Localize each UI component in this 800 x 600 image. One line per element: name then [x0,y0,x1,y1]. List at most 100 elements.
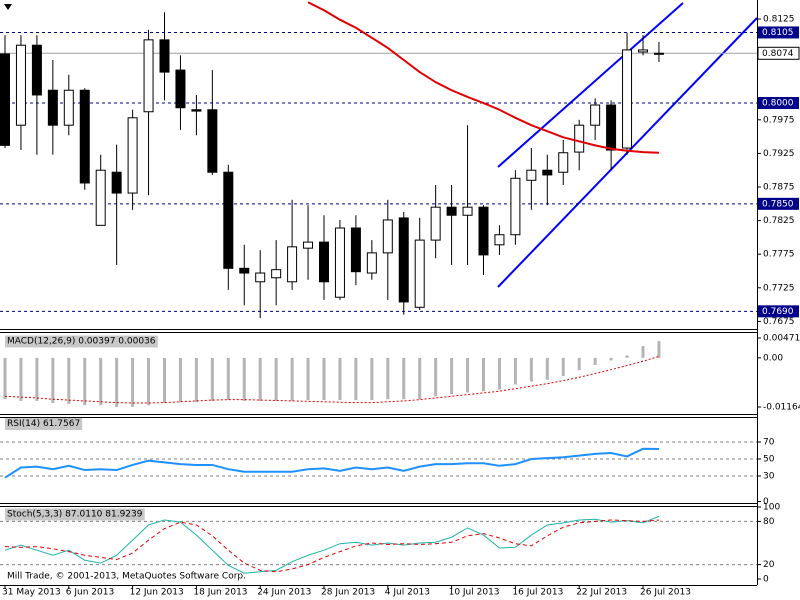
histogram-bar [641,346,645,358]
indicator-line [4,519,659,573]
histogram-bar [322,357,326,401]
candle-body [159,39,170,73]
histogram-bar [529,357,533,382]
histogram-bar [258,357,262,401]
level-label-bg [758,197,799,210]
histogram-bar [577,357,581,371]
histogram-bar [338,357,342,401]
indicator-label-bg [5,508,145,521]
candle-body [0,53,10,146]
candle-body [478,206,489,256]
histogram-bar [370,357,374,401]
candle-body [542,169,553,176]
x-tick-label: 24 Jun 2013 [257,588,311,598]
histogram-bar [194,357,198,403]
candle-body [526,169,537,181]
indicator-label-bg [5,418,83,430]
histogram-bar [625,355,629,358]
level-label: 0.7690 [762,307,794,317]
y-tick-label: 0.00471 [763,334,800,344]
candle-body [494,234,505,246]
y-tick-label: 0 [763,497,769,507]
x-tick-label: 28 Jun 2013 [321,588,375,598]
histogram-bar [51,357,55,404]
y-tick-label: 0.00 [763,353,783,363]
candle-body [574,124,585,153]
histogram-bar [163,357,166,404]
y-tick-label: 70 [763,438,775,448]
candle-body [622,49,633,149]
candle-body [606,104,617,151]
candle-body [446,206,457,216]
candle-body [207,109,218,173]
candle-body [111,171,122,194]
channel-line [497,2,684,168]
x-tick-label: 10 Jul 2013 [449,588,500,598]
candle-body [430,206,441,241]
indicator-label: RSI(14) 61.7567 [7,419,80,429]
histogram-bar [434,357,438,397]
y-tick-label: 100 [763,503,780,513]
level-label-bg [758,26,799,39]
x-tick-label: 12 Jun 2013 [130,588,184,598]
y-tick-label: 50 [763,455,775,465]
histogram-bar [450,357,454,395]
candle-body [31,44,42,96]
x-tick-label: 26 Jul 2013 [640,588,691,598]
level-label: 0.7850 [762,199,794,209]
candle-body [350,227,361,273]
histogram-bar [226,357,230,401]
y-tick-label: 0.7825 [763,216,795,226]
candle-body [638,49,648,53]
y-tick-label: 80 [763,517,775,527]
candle-body [47,89,58,126]
candle-body [239,267,250,274]
indicator-line [4,447,659,479]
y-tick-label: -0.01164 [763,403,800,413]
histogram-bar [242,357,246,401]
level-label-bg [758,97,799,110]
candle-body [558,152,569,173]
candle-body [319,241,329,283]
candle-body [271,269,282,279]
histogram-bar [482,357,485,392]
level-label-bg [758,305,799,318]
candle-body [334,227,345,298]
y-tick-label: 30 [763,472,775,482]
histogram-bar [3,357,7,400]
candle-body [63,89,74,126]
histogram-bar [561,357,565,377]
indicator-line [4,515,660,574]
chart-icon [4,4,12,10]
histogram-bar [466,357,470,393]
candle-body [191,109,202,112]
histogram-bar [593,357,597,366]
indicator-label: Stoch(5,3,3) 87.0110 81.9239 [7,510,143,520]
candle-body [223,171,234,269]
x-tick-label: 16 Jul 2013 [512,588,563,598]
histogram-bar [497,357,501,390]
indicator-line [4,355,660,404]
candle-body [95,169,106,226]
y-tick-label: 0.7675 [763,317,795,327]
histogram-bar [418,357,422,400]
candle-body [127,117,138,194]
histogram-bar [67,357,71,404]
candle-body [143,39,154,113]
indicator-label-bg [5,335,158,348]
candle-body [382,219,393,254]
candle-body [414,239,425,308]
indicator-label: MACD(12,26,9) 0.00397 0.00036 [7,337,156,347]
candle-body [366,252,377,274]
y-tick-label: 20 [763,560,775,570]
x-tick-label: 18 Jun 2013 [193,588,247,598]
level-label: 0.8000 [762,99,794,109]
histogram-bar [513,357,517,385]
x-tick-label: 31 May 2013 [2,588,61,598]
histogram-bar [290,357,294,401]
x-tick-label: 4 Jul 2013 [385,588,430,598]
candle-body [79,89,90,184]
histogram-bar [178,357,182,403]
y-tick-label: 0.7975 [763,115,795,125]
